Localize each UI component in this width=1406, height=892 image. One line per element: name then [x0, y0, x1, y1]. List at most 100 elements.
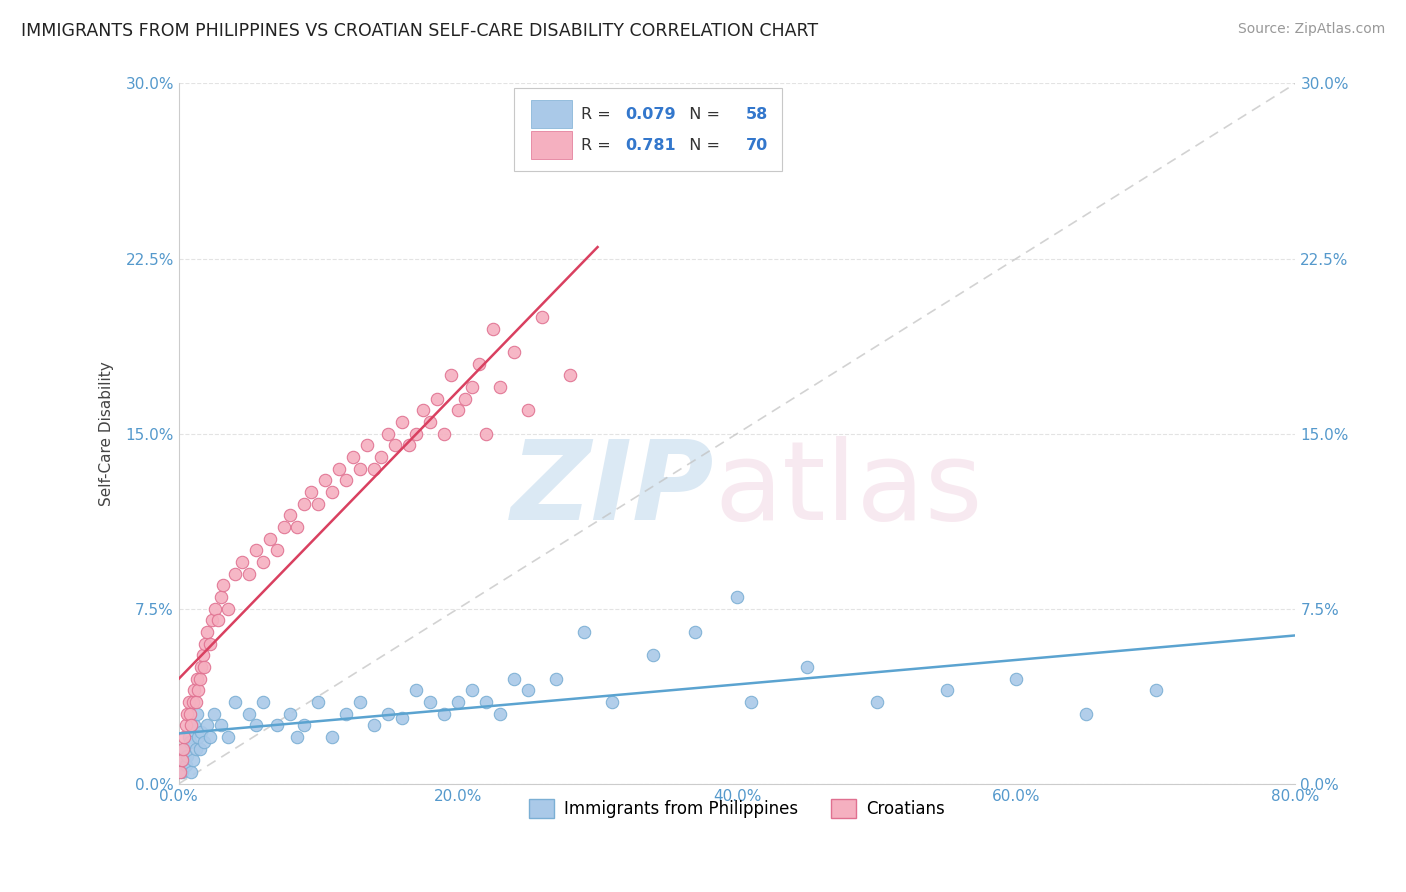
Point: [349, 461, 371, 475]
Point: [447, 403, 470, 417]
Point: [1144, 683, 1167, 698]
Text: N =: N =: [679, 137, 725, 153]
Point: [176, 748, 198, 763]
Point: [454, 392, 477, 406]
Point: [209, 590, 232, 604]
Point: [426, 392, 449, 406]
Point: [193, 660, 215, 674]
Point: [740, 695, 762, 709]
Point: [412, 403, 434, 417]
Point: [643, 648, 665, 663]
Point: [572, 625, 595, 640]
Y-axis label: Self-Care Disability: Self-Care Disability: [100, 361, 114, 506]
Point: [177, 730, 200, 744]
Point: [212, 578, 235, 592]
Point: [224, 695, 246, 709]
Point: [180, 718, 202, 732]
Point: [405, 426, 427, 441]
Point: [201, 613, 224, 627]
Point: [186, 672, 208, 686]
Point: [502, 344, 524, 359]
FancyBboxPatch shape: [513, 88, 782, 171]
Point: [440, 368, 463, 383]
Point: [174, 718, 197, 732]
Point: [170, 765, 193, 780]
Point: [209, 718, 232, 732]
Point: [307, 695, 329, 709]
Point: [370, 450, 392, 464]
Point: [195, 625, 218, 640]
FancyBboxPatch shape: [530, 131, 572, 159]
Point: [398, 438, 420, 452]
Point: [204, 601, 226, 615]
Point: [183, 683, 205, 698]
Point: [170, 753, 193, 767]
Point: [184, 695, 207, 709]
Point: [419, 415, 441, 429]
Point: [335, 706, 357, 721]
Point: [198, 730, 221, 744]
Point: [287, 730, 309, 744]
Point: [259, 532, 281, 546]
Point: [252, 695, 274, 709]
Point: [217, 730, 239, 744]
Point: [391, 711, 413, 725]
Point: [179, 735, 201, 749]
Point: [191, 648, 214, 663]
Point: [384, 438, 406, 452]
Point: [273, 520, 295, 534]
Point: [187, 730, 209, 744]
Point: [186, 706, 208, 721]
Point: [238, 706, 260, 721]
Point: [314, 473, 336, 487]
Text: 0.781: 0.781: [626, 137, 676, 153]
Point: [866, 695, 889, 709]
Point: [419, 695, 441, 709]
Text: R =: R =: [581, 107, 616, 121]
Text: ZIP: ZIP: [512, 436, 714, 543]
Point: [231, 555, 253, 569]
Point: [188, 741, 211, 756]
Point: [433, 426, 456, 441]
Point: [405, 683, 427, 698]
Point: [179, 706, 201, 721]
Point: [349, 695, 371, 709]
Point: [184, 741, 207, 756]
Legend: Immigrants from Philippines, Croatians: Immigrants from Philippines, Croatians: [523, 792, 952, 824]
Point: [489, 706, 512, 721]
Point: [195, 718, 218, 732]
Point: [287, 520, 309, 534]
Point: [461, 683, 484, 698]
Text: R =: R =: [581, 137, 616, 153]
Point: [280, 508, 302, 523]
Point: [502, 672, 524, 686]
Point: [174, 758, 197, 772]
Text: atlas: atlas: [714, 436, 983, 543]
Point: [363, 461, 385, 475]
Point: [294, 497, 316, 511]
Point: [207, 613, 229, 627]
Text: Source: ZipAtlas.com: Source: ZipAtlas.com: [1237, 22, 1385, 37]
Point: [489, 380, 512, 394]
FancyBboxPatch shape: [530, 100, 572, 128]
Point: [307, 497, 329, 511]
Point: [461, 380, 484, 394]
Point: [252, 555, 274, 569]
Point: [173, 741, 195, 756]
Point: [544, 672, 567, 686]
Point: [342, 450, 364, 464]
Point: [198, 637, 221, 651]
Text: 70: 70: [747, 137, 768, 153]
Point: [447, 695, 470, 709]
Point: [530, 310, 553, 324]
Point: [1074, 706, 1097, 721]
Point: [796, 660, 818, 674]
Point: [245, 718, 267, 732]
Point: [190, 725, 212, 739]
Point: [202, 706, 225, 721]
Point: [190, 660, 212, 674]
Point: [600, 695, 623, 709]
Point: [301, 485, 323, 500]
Point: [266, 543, 288, 558]
Point: [224, 566, 246, 581]
